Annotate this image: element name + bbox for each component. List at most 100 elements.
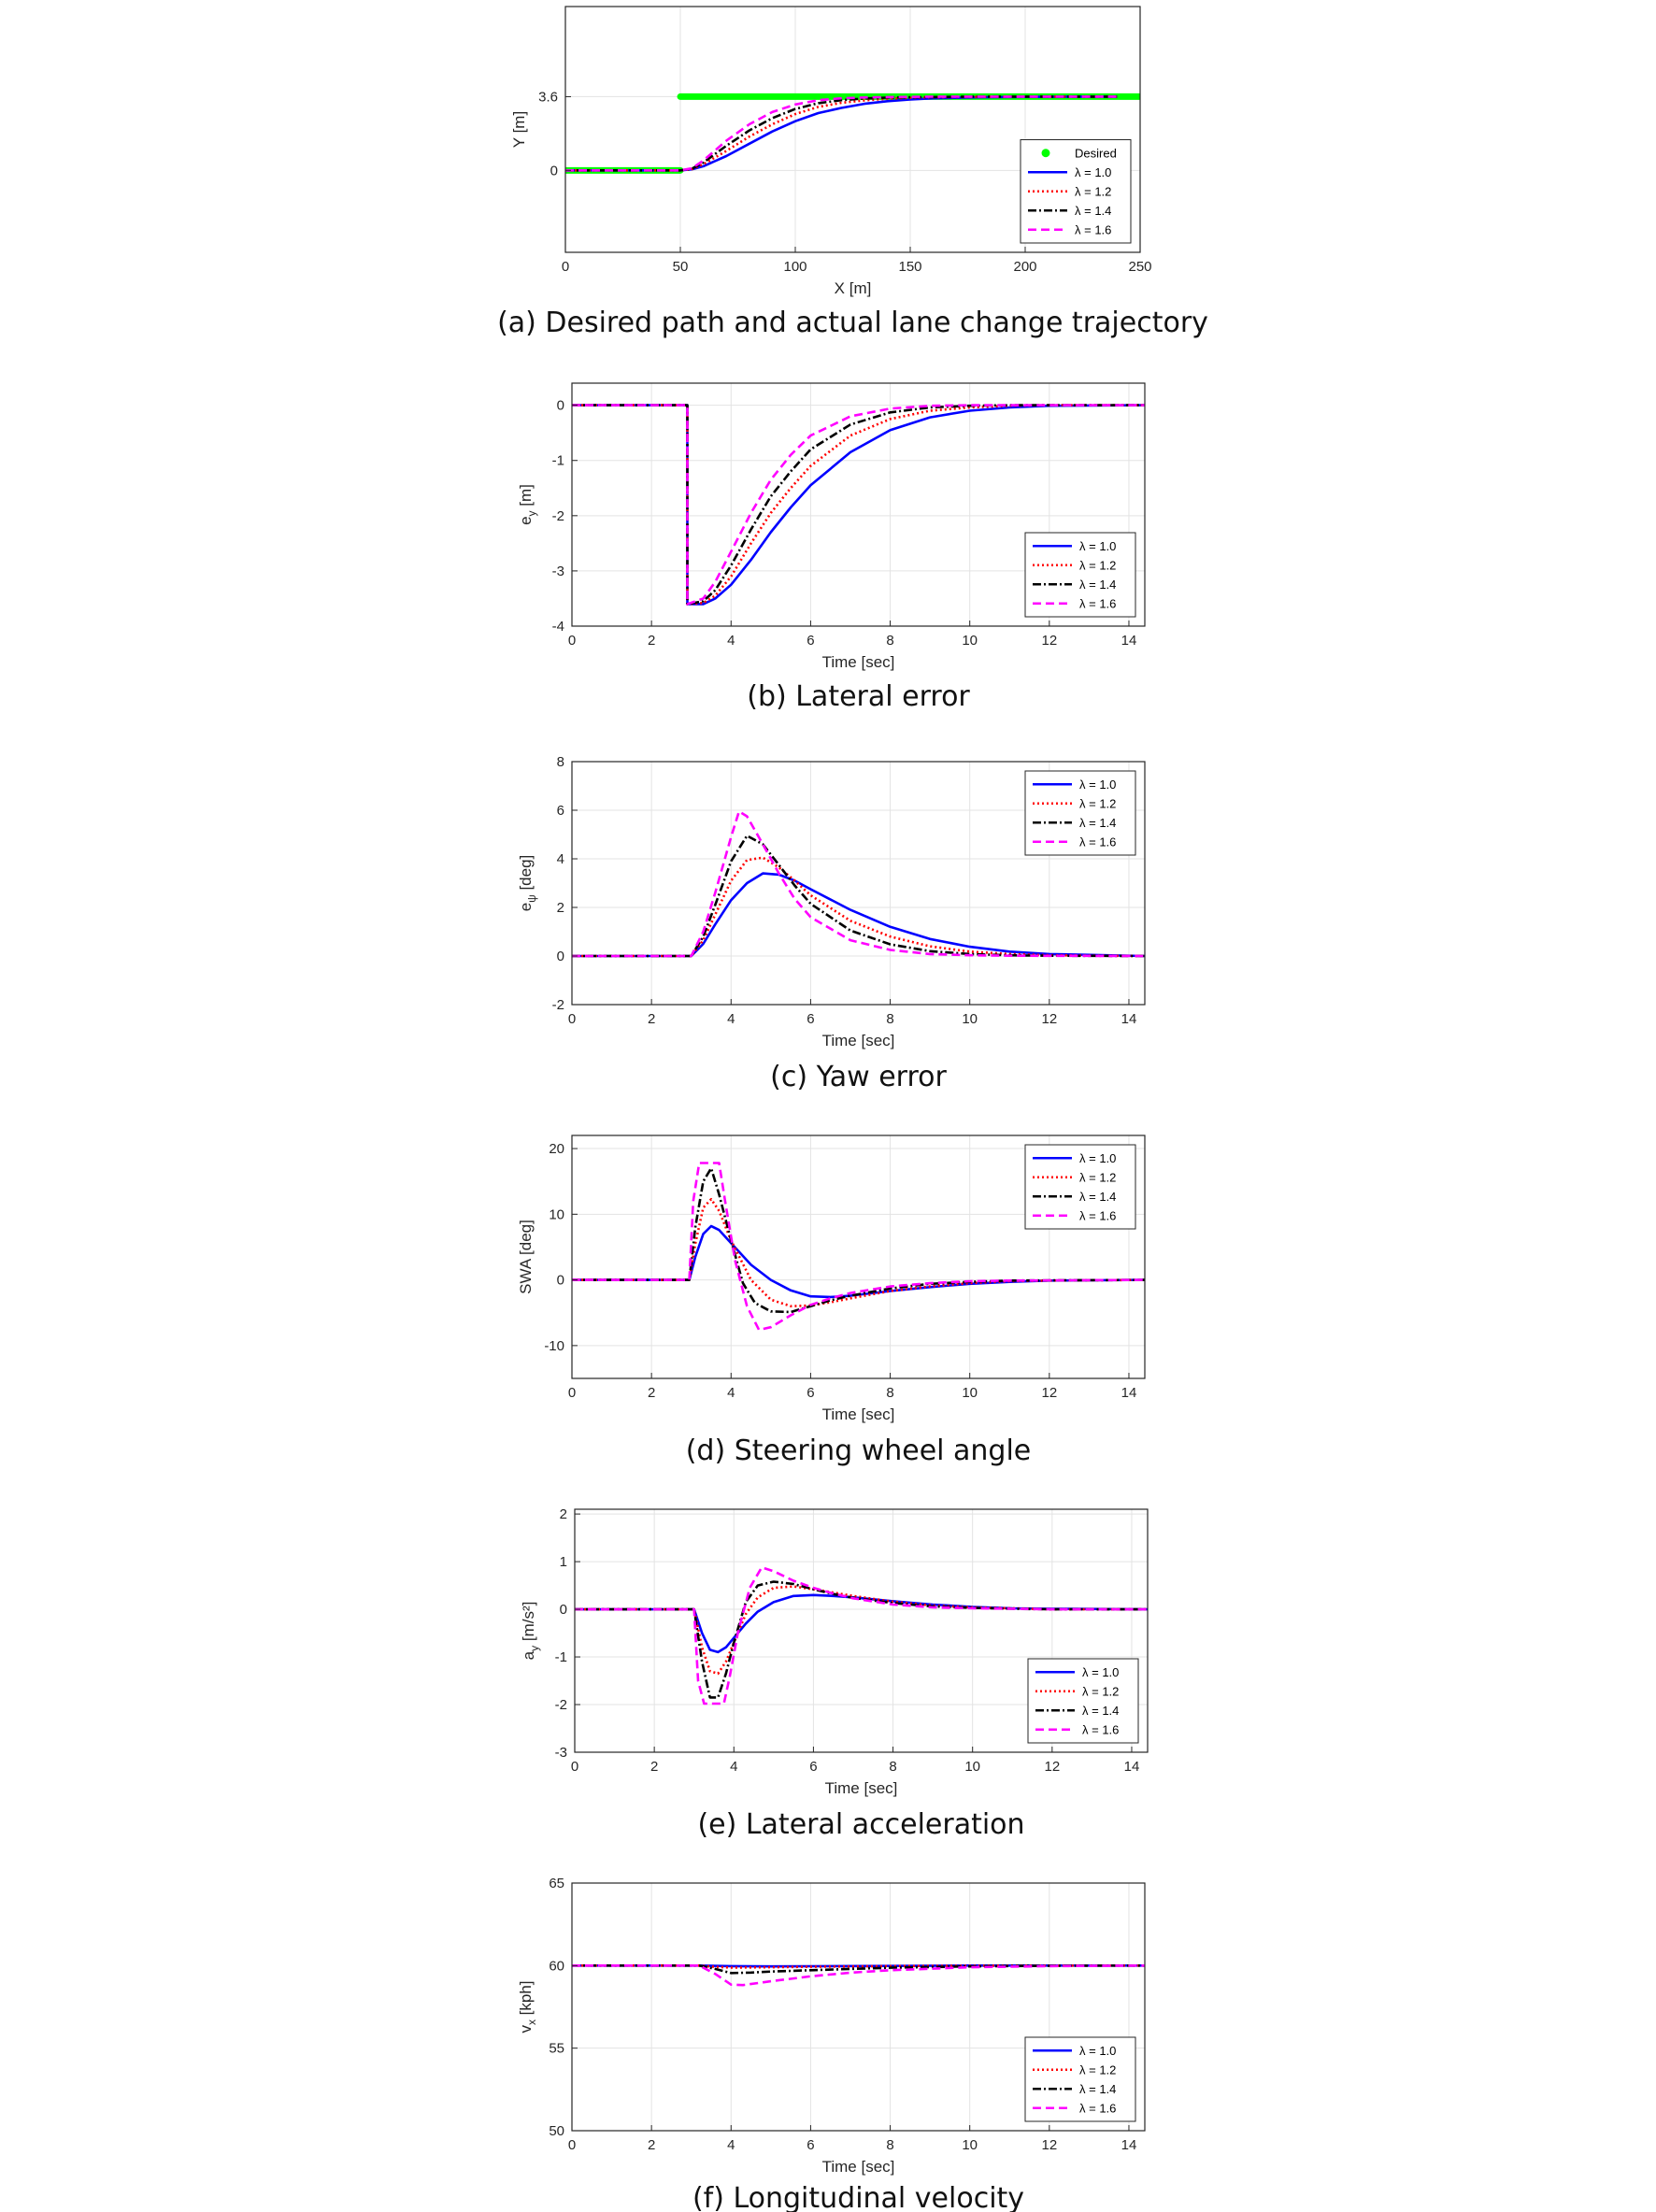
legend-entry-label: λ = 1.2 bbox=[1079, 796, 1116, 810]
legend-entry-label: λ = 1.6 bbox=[1079, 1208, 1116, 1222]
series-line-l16 bbox=[575, 1565, 1148, 1705]
series-line-l12 bbox=[572, 856, 1145, 958]
x-tick-label: 12 bbox=[1041, 1011, 1057, 1027]
legend-entry-label: λ = 1.6 bbox=[1079, 2101, 1116, 2115]
x-tick-label: 12 bbox=[1041, 2137, 1057, 2153]
x-tick-label: 100 bbox=[783, 259, 807, 275]
x-axis-label: X [m] bbox=[835, 279, 872, 297]
x-tick-label: 2 bbox=[648, 1385, 655, 1401]
panel-d-steering-wheel-angle: 0 2 4 6 8 10 12 14 -10 0 10 20 Time [sec] SWA [deg] λ … bbox=[517, 1135, 1146, 1467]
x-tick-label: 6 bbox=[809, 1759, 817, 1775]
x-tick-label: 14 bbox=[1121, 633, 1137, 649]
panel-f-longitudinal-velocity: 0 2 4 6 8 10 12 14 50 55 60 65 Time [sec] vx [kph] λ =… bbox=[517, 1876, 1146, 2212]
series-group bbox=[575, 1565, 1148, 1705]
x-tick-label: 150 bbox=[898, 259, 921, 275]
x-tick-label: 14 bbox=[1121, 1385, 1137, 1401]
x-tick-label: 2 bbox=[650, 1759, 658, 1775]
y-tick-label: 0 bbox=[557, 1273, 564, 1289]
legend-entry-label: λ = 1.4 bbox=[1075, 204, 1111, 218]
y-axis-label: vx [kph] bbox=[517, 1980, 538, 2033]
x-tick-label: 14 bbox=[1121, 2137, 1137, 2153]
x-tick-label: 2 bbox=[648, 2137, 655, 2153]
x-axis-label: Time [sec] bbox=[822, 1032, 895, 1049]
legend-entry-label: λ = 1.2 bbox=[1079, 2062, 1116, 2076]
series-line-l16 bbox=[572, 1964, 1145, 1987]
x-tick-label: 4 bbox=[727, 1011, 735, 1027]
x-tick-label: 6 bbox=[807, 1011, 814, 1027]
panel-caption: (c) Yaw error bbox=[770, 1061, 947, 1093]
panel-b-lateral-error: 0 2 4 6 8 10 12 14 -4 -3 -2 -1 0 Time [sec] ey [m] λ = … bbox=[517, 382, 1146, 713]
x-tick-label: 0 bbox=[568, 2137, 576, 2153]
legend-entry-label: λ = 1.2 bbox=[1079, 1170, 1116, 1184]
axes-frame bbox=[564, 6, 1141, 253]
panel-caption: (d) Steering wheel angle bbox=[686, 1434, 1032, 1467]
x-axis-label: Time [sec] bbox=[822, 2158, 895, 2176]
series-line-l14 bbox=[575, 1580, 1148, 1699]
y-tick-label: 50 bbox=[549, 2123, 564, 2139]
legend-entry-label: Desired bbox=[1075, 146, 1117, 160]
y-tick-label: -1 bbox=[555, 1649, 567, 1665]
y-tick-label: -3 bbox=[552, 564, 564, 579]
legend-entry-label: λ = 1.4 bbox=[1079, 816, 1116, 830]
y-tick-label: 20 bbox=[549, 1141, 564, 1157]
legend-entry-label: λ = 1.0 bbox=[1079, 778, 1116, 792]
series-line-l12 bbox=[572, 1197, 1145, 1307]
x-tick-label: 10 bbox=[962, 1011, 978, 1027]
axes-frame bbox=[571, 1882, 1146, 2132]
legend: λ = 1.0 λ = 1.2 λ = 1.4 λ = 1.6 bbox=[1024, 532, 1136, 618]
x-tick-label: 0 bbox=[562, 259, 569, 275]
x-tick-label: 2 bbox=[648, 633, 655, 649]
y-tick-label: -2 bbox=[555, 1697, 567, 1713]
y-tick-label: 0 bbox=[550, 163, 558, 178]
x-tick-label: 0 bbox=[568, 1011, 576, 1027]
x-tick-label: 4 bbox=[727, 1385, 735, 1401]
y-axis-label: ey [m] bbox=[517, 484, 538, 525]
y-tick-label: 0 bbox=[560, 1602, 567, 1618]
panel-caption: (b) Lateral error bbox=[747, 680, 970, 713]
x-tick-label: 8 bbox=[886, 1011, 893, 1027]
legend-marker-desired bbox=[1041, 149, 1050, 158]
series-line-l16 bbox=[572, 809, 1145, 958]
y-tick-label: -2 bbox=[552, 997, 564, 1013]
series-line-l10 bbox=[565, 95, 1118, 172]
panel-caption: (a) Desired path and actual lane change … bbox=[497, 307, 1208, 339]
y-tick-label: -2 bbox=[552, 508, 564, 524]
legend: λ = 1.0 λ = 1.2 λ = 1.4 λ = 1.6 bbox=[1027, 1658, 1139, 1744]
x-tick-label: 4 bbox=[727, 633, 735, 649]
legend-entry-label: λ = 1.4 bbox=[1079, 2082, 1116, 2096]
legend: λ = 1.0 λ = 1.2 λ = 1.4 λ = 1.6 bbox=[1024, 770, 1136, 856]
x-tick-label: 0 bbox=[571, 1759, 578, 1775]
panel-a-desired-path: 0 50 100 150 200 250 0 3.6 X [m] Y [m] Desired λ = … bbox=[497, 6, 1208, 339]
x-tick-label: 250 bbox=[1128, 259, 1151, 275]
x-tick-label: 12 bbox=[1041, 1385, 1057, 1401]
legend-entry-label: λ = 1.2 bbox=[1079, 558, 1116, 572]
legend: λ = 1.0 λ = 1.2 λ = 1.4 λ = 1.6 bbox=[1024, 2036, 1136, 2122]
x-tick-label: 8 bbox=[886, 633, 893, 649]
y-tick-label: 2 bbox=[560, 1506, 567, 1522]
x-tick-label: 200 bbox=[1013, 259, 1036, 275]
x-tick-label: 12 bbox=[1044, 1759, 1060, 1775]
legend: Desired λ = 1.0 λ = 1.2 λ = 1.4 λ = 1.6 bbox=[1020, 139, 1132, 244]
series-line-l16 bbox=[565, 95, 1118, 172]
series-group bbox=[572, 1162, 1145, 1332]
legend-entry-label: λ = 1.2 bbox=[1075, 184, 1111, 198]
y-tick-label: 4 bbox=[557, 851, 564, 867]
x-tick-label: 50 bbox=[673, 259, 689, 275]
legend-entry-label: λ = 1.0 bbox=[1079, 539, 1116, 553]
y-tick-label: 1 bbox=[560, 1554, 567, 1570]
legend-entry-label: λ = 1.6 bbox=[1079, 596, 1116, 610]
y-axis-label: Y [m] bbox=[510, 111, 528, 148]
legend-entry-label: λ = 1.0 bbox=[1079, 1151, 1116, 1165]
y-tick-label: -1 bbox=[552, 453, 564, 469]
legend-entry-label: λ = 1.6 bbox=[1079, 835, 1116, 849]
series-group bbox=[572, 404, 1145, 606]
legend-entry-label: λ = 1.0 bbox=[1079, 2044, 1116, 2058]
x-tick-label: 4 bbox=[730, 1759, 737, 1775]
axes-frame bbox=[574, 1508, 1149, 1753]
series-group bbox=[572, 1964, 1145, 1987]
y-tick-label: 10 bbox=[549, 1206, 564, 1222]
x-tick-label: 14 bbox=[1124, 1759, 1140, 1775]
axes-frame bbox=[571, 761, 1146, 1006]
y-tick-label: 6 bbox=[557, 803, 564, 819]
